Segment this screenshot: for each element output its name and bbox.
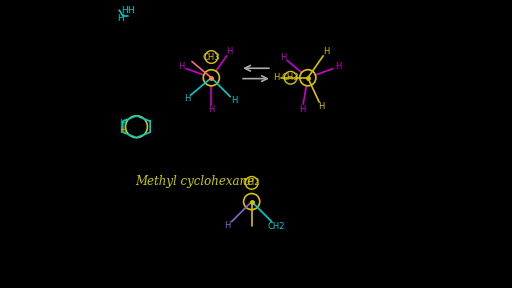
Text: H: H <box>119 119 126 128</box>
Text: H: H <box>226 47 233 56</box>
Text: H: H <box>231 96 237 105</box>
Text: Methyl cyclohexane: Methyl cyclohexane <box>135 175 254 188</box>
Text: CH2: CH2 <box>243 178 261 187</box>
Text: H: H <box>178 62 184 71</box>
Text: H: H <box>224 221 231 230</box>
Text: H: H <box>119 126 126 135</box>
Text: CH3: CH3 <box>282 73 300 82</box>
Text: H: H <box>299 105 306 114</box>
Text: H: H <box>323 47 329 56</box>
Text: H: H <box>335 62 341 71</box>
Text: H: H <box>127 5 134 15</box>
Text: H: H <box>208 105 215 114</box>
Text: CH2: CH2 <box>268 222 286 231</box>
Text: H: H <box>117 14 123 23</box>
Text: H: H <box>121 5 129 15</box>
Text: H: H <box>280 53 287 62</box>
Text: CH3: CH3 <box>203 52 220 62</box>
Text: H: H <box>318 102 325 111</box>
Text: H: H <box>184 94 190 103</box>
Text: H: H <box>273 73 279 82</box>
